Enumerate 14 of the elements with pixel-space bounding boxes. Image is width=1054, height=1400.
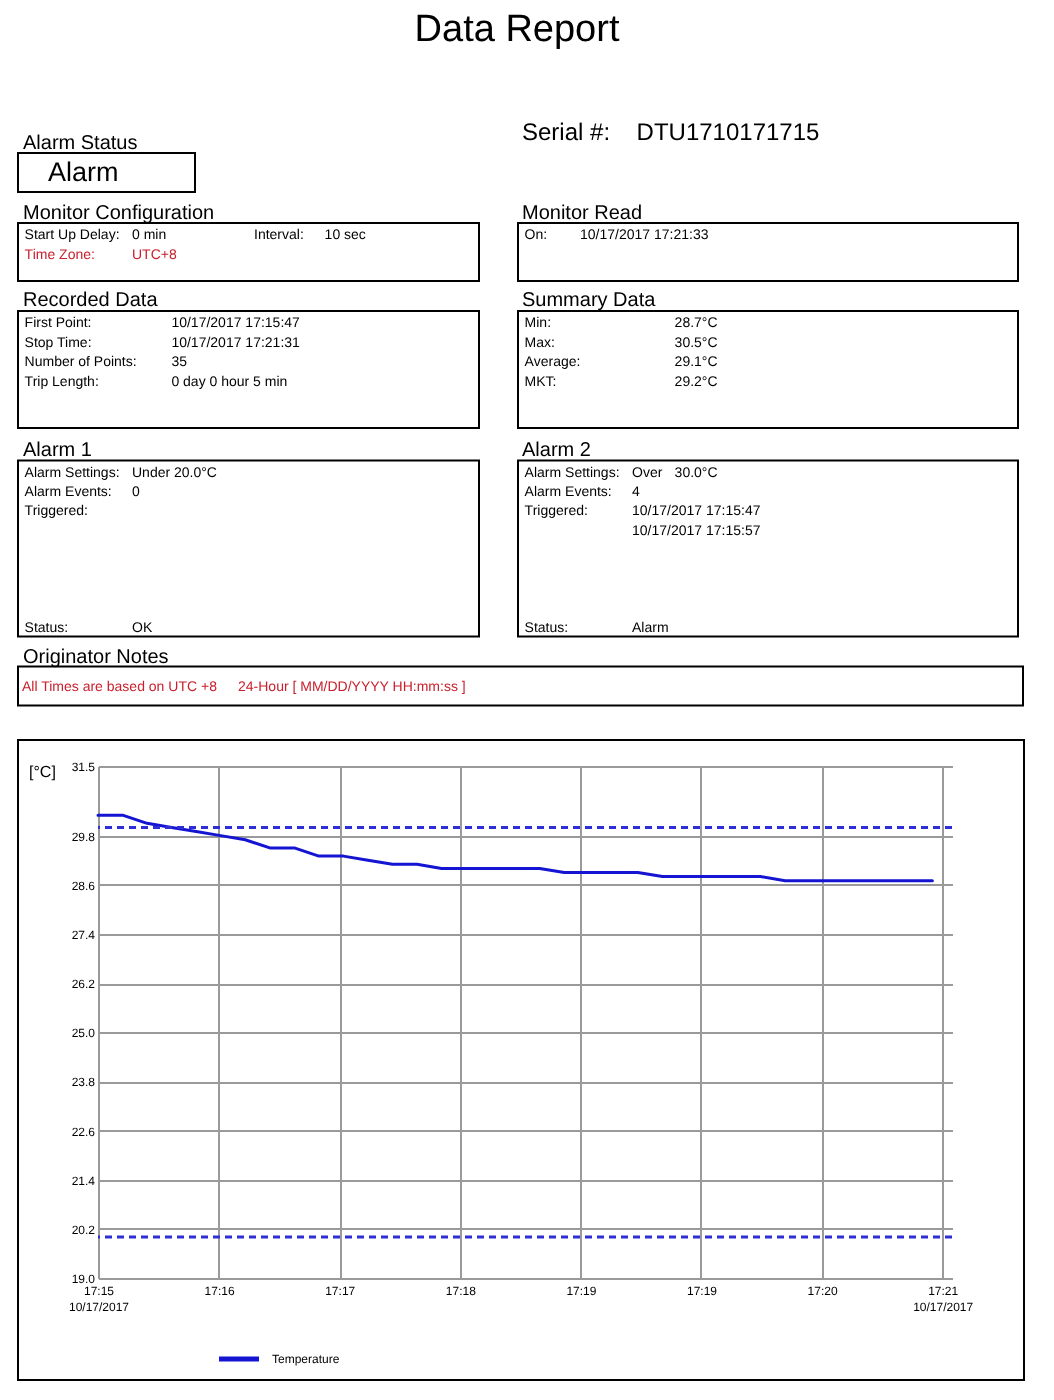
text: Monitor Read (522, 203, 643, 225)
text: Alarm Status (23, 133, 138, 155)
line-series (96, 813, 934, 883)
text: Summary Data (522, 290, 657, 312)
text: Originator Notes (23, 646, 169, 669)
text: DTU1710171715 (636, 118, 821, 146)
text: Monitor Configuration (23, 203, 215, 225)
text: Serial #: (522, 118, 611, 146)
text: Alarm 1 (23, 440, 93, 462)
y-axis-title: [°C] (29, 763, 56, 781)
text: Recorded Data (23, 290, 159, 312)
text: Alarm 2 (522, 440, 592, 462)
text: Data Report (414, 9, 621, 51)
text: Alarm (48, 157, 119, 187)
